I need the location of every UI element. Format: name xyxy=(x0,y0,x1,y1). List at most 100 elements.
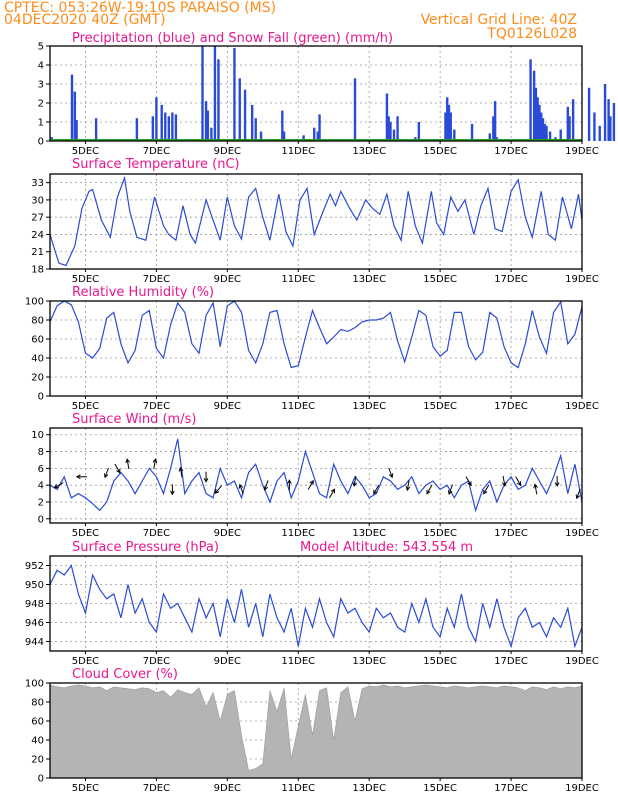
wind-arrow-head xyxy=(178,466,184,472)
precip-bar xyxy=(538,104,541,141)
x-tick-label: 5DEC xyxy=(72,528,99,539)
precip-bar xyxy=(492,116,495,141)
wind-arrow-head xyxy=(405,486,411,492)
x-tick-label: 15DEC xyxy=(423,783,457,794)
precip-bar xyxy=(160,104,163,141)
plot-frame xyxy=(49,682,583,779)
precip-bar xyxy=(75,120,78,141)
precip-bar xyxy=(545,125,548,141)
wind-arrow-shaft xyxy=(214,485,223,494)
y-tick-label: 60 xyxy=(31,717,44,728)
panel-relative-humidity: Relative Humidity (%) 0 20 40 60 80 100 5DEC 7DE… xyxy=(25,285,599,412)
precip-bar xyxy=(174,114,178,141)
precip-bar xyxy=(536,97,539,141)
wind-arrow-head xyxy=(53,483,59,489)
panels: Precipitation (blue) and Snow Fall (gree… xyxy=(25,31,616,794)
wind-arrow xyxy=(125,458,131,470)
precip-bar xyxy=(559,129,562,141)
precip-bar xyxy=(385,93,389,141)
panel-surface-wind: Surface Wind (m/s) 0 2 4 6 8 10 5DEC 7DEC 9DEC 11D… xyxy=(31,412,599,539)
precip-bar xyxy=(587,87,591,141)
relative-humidity-series-line xyxy=(49,300,583,369)
wind-arrow-shaft xyxy=(465,476,472,486)
precip-bar xyxy=(282,131,286,141)
precip-bar xyxy=(571,99,575,141)
precip-bar xyxy=(250,104,254,141)
x-tick-label: 11DEC xyxy=(281,274,315,285)
x-tick-label: 19DEC xyxy=(565,274,599,285)
x-tick-label: 15DEC xyxy=(423,274,457,285)
y-tick-label: 8 xyxy=(38,447,44,458)
x-tick-label: 7DEC xyxy=(143,656,170,667)
x-tick-label: 7DEC xyxy=(143,401,170,412)
plot-frame xyxy=(49,300,583,397)
wind-arrow-head xyxy=(75,474,81,480)
x-tick-label: 15DEC xyxy=(423,146,457,157)
x-tick-label: 9DEC xyxy=(214,401,241,412)
surface-temperature-title: Surface Temperature (nC) xyxy=(72,157,240,172)
precip-bar xyxy=(568,116,571,141)
x-tick-label: 11DEC xyxy=(281,656,315,667)
wind-arrow-head xyxy=(501,481,507,487)
precip-bar xyxy=(598,125,601,141)
plot-frame xyxy=(49,173,583,270)
wind-arrow-head xyxy=(330,488,335,494)
y-tick-label: 24 xyxy=(31,230,44,241)
x-tick-label: 7DEC xyxy=(143,528,170,539)
precip-bar xyxy=(167,116,171,141)
precip-bar xyxy=(612,103,616,141)
precip-bar xyxy=(151,116,155,141)
wind-arrow xyxy=(575,488,581,500)
precip-bar xyxy=(238,78,241,141)
precip-bar xyxy=(210,127,213,141)
x-tick-label: 5DEC xyxy=(72,401,99,412)
precip-bar xyxy=(444,112,447,141)
wind-arrow xyxy=(501,475,507,487)
wind-arrow xyxy=(152,458,158,470)
wind-arrow-head xyxy=(554,482,560,488)
wind-arrow-shaft xyxy=(576,488,581,499)
precip-bar xyxy=(204,101,208,141)
wind-arrow xyxy=(373,484,380,495)
precip-bar xyxy=(135,118,139,141)
precip-bar xyxy=(540,112,543,141)
wind-arrow-head xyxy=(263,485,268,491)
y-tick-label: 20 xyxy=(31,373,44,384)
y-tick-label: 1 xyxy=(38,118,44,129)
x-tick-label: 13DEC xyxy=(352,146,386,157)
wind-arrow xyxy=(426,484,433,495)
precip-bar xyxy=(313,127,316,141)
x-tick-label: 15DEC xyxy=(423,401,457,412)
x-tick-label: 7DEC xyxy=(143,146,170,157)
wind-arrow-shaft xyxy=(264,480,269,491)
wind-arrow-head xyxy=(125,458,131,464)
y-tick-label: 40 xyxy=(31,354,44,365)
surface-wind-series-line xyxy=(49,438,583,513)
precip-bar xyxy=(493,101,497,141)
precip-bar xyxy=(447,104,451,141)
station-header: CPTEC: 053:26W-19:10S PARAISO (MS) xyxy=(4,0,276,16)
precip-bar xyxy=(318,114,321,141)
y-tick-label: 4 xyxy=(38,61,44,72)
precipitation-title: Precipitation (blue) and Snow Fall (gree… xyxy=(72,31,393,46)
wind-arrow-head xyxy=(467,481,472,487)
wind-arrow xyxy=(238,483,244,495)
wind-arrow xyxy=(405,480,411,492)
plot-frame xyxy=(49,555,583,652)
precip-bar xyxy=(353,78,357,141)
wind-arrow xyxy=(352,475,358,487)
wind-arrow-shaft xyxy=(388,467,393,478)
wind-arrow-head xyxy=(214,489,220,495)
x-tick-label: 19DEC xyxy=(565,146,599,157)
x-tick-label: 5DEC xyxy=(72,783,99,794)
plot-frame xyxy=(49,427,583,524)
wind-arrow xyxy=(554,475,560,488)
precip-bar xyxy=(73,91,77,141)
wind-arrow xyxy=(465,476,472,487)
x-tick-label: 17DEC xyxy=(494,656,528,667)
precip-bar xyxy=(259,131,263,141)
x-tick-label: 19DEC xyxy=(565,783,599,794)
wind-arrow-shaft xyxy=(448,484,453,495)
y-tick-label: 60 xyxy=(31,335,44,346)
wind-arrow-shaft xyxy=(502,475,506,486)
